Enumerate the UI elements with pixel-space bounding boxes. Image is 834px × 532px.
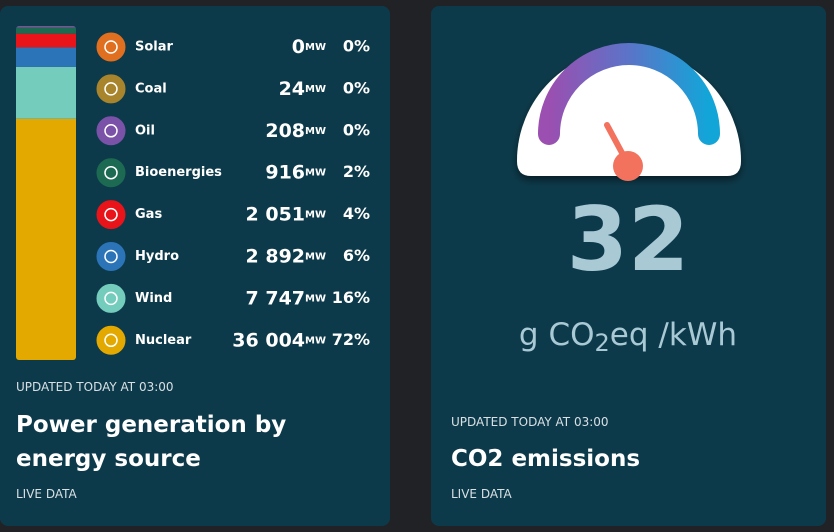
source-icon — [95, 73, 127, 105]
bar-segment — [16, 33, 76, 48]
power-value: 24 — [279, 77, 305, 99]
bar-segment — [16, 118, 76, 360]
generation-graphic: Solar 0MW 0%Coal 24MW 0%Oil 208MW 0%Bioenergie… — [16, 26, 370, 360]
source-share: 16% — [332, 288, 370, 307]
source-name: Nuclear — [135, 333, 192, 348]
power-value: 0 — [292, 36, 305, 58]
source-power: 7 747MW — [246, 287, 326, 309]
card-title: CO2 emissions — [451, 446, 641, 472]
source-name: Oil — [135, 123, 155, 138]
source-share: 0% — [343, 78, 370, 97]
source-power: 0MW — [292, 36, 326, 58]
source-power: 36 004MW — [232, 329, 326, 351]
source-share: 6% — [343, 246, 370, 265]
power-unit: MW — [305, 168, 326, 179]
power-unit: MW — [305, 126, 326, 137]
source-name: Solar — [135, 40, 174, 55]
bar-segment — [16, 66, 76, 119]
source-icon — [95, 31, 127, 63]
source-icon — [95, 115, 127, 147]
gauge-arc — [538, 43, 720, 145]
power-value: 7 747 — [246, 287, 306, 309]
source-name: Wind — [135, 291, 172, 306]
source-power: 24MW — [279, 77, 326, 99]
source-icon — [95, 157, 127, 189]
emissions-value: 32 — [567, 188, 689, 291]
power-unit: MW — [305, 293, 326, 304]
source-share: 4% — [343, 204, 370, 223]
gauge: 32 g CO2eq /kWh — [517, 43, 741, 358]
source-icon — [95, 199, 127, 231]
source-name: Bioenergies — [135, 165, 222, 180]
source-icon-glyph — [104, 291, 118, 306]
source-share: 72% — [332, 330, 370, 349]
power-value: 36 004 — [232, 329, 305, 351]
bar-segment — [16, 47, 76, 67]
unit-prefix: g CO — [519, 317, 595, 353]
source-share: 2% — [343, 162, 370, 181]
source-icon — [95, 241, 127, 272]
source-icon-glyph — [104, 40, 118, 54]
bar-segment — [16, 27, 76, 34]
power-value: 2 892 — [246, 245, 306, 267]
power-unit: MW — [305, 210, 326, 221]
source-icon-glyph — [104, 207, 118, 222]
updated-label: UPDATED TODAY AT 03:00 — [451, 415, 609, 429]
source-icon-glyph — [104, 165, 118, 180]
source-icon — [95, 324, 127, 356]
generation-card: Solar 0MW 0% Coal 24MW 0% Oil 208MW 0% Bioenergie… — [0, 6, 390, 526]
source-share: 0% — [343, 37, 370, 56]
power-value: 916 — [265, 161, 305, 183]
bar-segment — [16, 26, 76, 28]
source-icon — [95, 282, 127, 314]
source-power: 2 051MW — [246, 203, 326, 225]
source-share: 0% — [343, 120, 370, 139]
power-unit: MW — [305, 84, 326, 95]
power-value: 208 — [265, 119, 305, 141]
live-data-label: LIVE DATA — [16, 487, 77, 501]
live-data-label: LIVE DATA — [451, 487, 512, 501]
card-title: Power generation by energy source — [16, 412, 287, 472]
updated-label: UPDATED TODAY AT 03:00 — [16, 380, 174, 394]
source-power: 916MW — [265, 161, 326, 183]
source-icon-glyph — [104, 333, 118, 348]
power-unit: MW — [305, 42, 326, 53]
unit-subscript: 2 — [594, 329, 609, 357]
source-icon-glyph — [104, 249, 118, 264]
emissions-unit: g CO2eq /kWh — [519, 317, 737, 358]
power-unit: MW — [305, 252, 326, 263]
gauge-pivot — [613, 151, 643, 181]
power-unit: MW — [305, 335, 326, 346]
source-power: 2 892MW — [246, 245, 326, 267]
source-name: Hydro — [135, 249, 179, 264]
source-power: 208MW — [265, 119, 326, 141]
source-icon-glyph — [104, 82, 118, 96]
source-name: Coal — [135, 81, 167, 96]
source-name: Gas — [135, 207, 162, 222]
source-icon-glyph — [104, 124, 118, 138]
emissions-card: 32 g CO2eq /kWh UPDATED TODAY AT 03:00 C… — [431, 6, 826, 526]
stacked-bar — [16, 26, 76, 360]
power-value: 2 051 — [246, 203, 306, 225]
unit-suffix: eq /kWh — [610, 317, 737, 353]
